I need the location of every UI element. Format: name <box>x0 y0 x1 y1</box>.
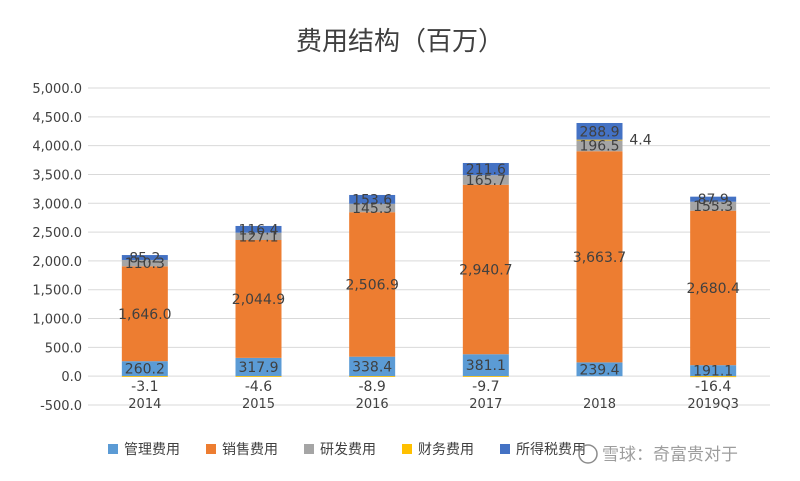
y-tick-label: 1,500.0 <box>32 284 82 299</box>
data-label: -8.9 <box>359 379 386 395</box>
y-tick-label: 2,000.0 <box>32 255 82 270</box>
data-label: -16.4 <box>695 379 731 395</box>
data-label: 260.2 <box>125 362 165 378</box>
data-label: 3,663.7 <box>573 250 626 266</box>
legend-label: 所得税费用 <box>516 441 586 458</box>
x-tick-label: 2018 <box>583 397 616 412</box>
data-label: 165.7 <box>466 173 506 189</box>
legend-swatch <box>402 444 412 454</box>
bar-segment <box>349 376 396 377</box>
data-label: 317.9 <box>238 360 278 376</box>
data-label: 116.4 <box>238 222 278 238</box>
x-axis: 2014 2015 2016 2017 2018 2019Q3 <box>128 397 739 412</box>
data-label: 153.6 <box>352 192 392 208</box>
bar-segment <box>235 232 282 240</box>
bar-segment <box>235 357 282 377</box>
y-axis: -500.0 0.0 500.0 1,000.0 1,500.0 2,000.0 2,500… <box>32 82 82 414</box>
legend-swatch <box>108 444 118 454</box>
data-label: 4.4 <box>629 133 651 149</box>
bar-segment <box>576 151 623 363</box>
bar-segment <box>235 376 282 377</box>
data-label: 196.5 <box>579 139 619 155</box>
bar-segment <box>462 184 509 355</box>
x-tick-label: 2017 <box>469 397 502 412</box>
watermark-text: 雪球：奇富贵对于 <box>602 445 738 465</box>
watermark: 雪球：奇富贵对于 <box>578 444 738 465</box>
x-tick-label: 2015 <box>242 397 275 412</box>
data-label: 127.1 <box>238 229 278 245</box>
bar-segment <box>235 239 282 358</box>
data-label: 1,646.0 <box>118 307 171 323</box>
chart-title: 费用结构（百万） <box>296 27 504 57</box>
y-tick-label: 3,000.0 <box>32 197 82 212</box>
bar-segment <box>121 255 168 260</box>
data-label: -9.7 <box>472 379 499 395</box>
y-tick-label: 0.0 <box>61 370 82 385</box>
data-label: 211.6 <box>466 162 506 178</box>
y-tick-label: 1,000.0 <box>32 313 82 328</box>
bar-segment <box>462 175 509 185</box>
bar-segment <box>121 376 168 377</box>
data-label: 110.3 <box>125 256 165 272</box>
data-label: 87.9 <box>698 192 729 208</box>
bar-segment <box>121 266 168 362</box>
legend: 管理费用 销售费用 研发费用 财务费用 所得税费用 <box>108 441 586 458</box>
data-label: 239.4 <box>579 362 619 378</box>
legend-swatch <box>304 444 314 454</box>
bar-segment <box>349 356 396 377</box>
legend-label: 管理费用 <box>124 442 180 458</box>
data-label: -3.1 <box>131 379 158 395</box>
legend-swatch <box>206 444 216 454</box>
legend-label: 财务费用 <box>418 442 474 458</box>
data-label: 288.9 <box>579 124 619 140</box>
bar-segment <box>235 225 282 233</box>
bar-segment <box>576 122 623 140</box>
data-label: -4.6 <box>245 379 272 395</box>
bars <box>121 122 737 378</box>
data-label: 2,506.9 <box>345 277 398 293</box>
bar-segment <box>462 354 509 377</box>
bar-segment <box>690 196 737 202</box>
data-label: 2,940.7 <box>459 262 512 278</box>
snowball-logo-icon <box>578 444 598 464</box>
y-tick-label: -500.0 <box>40 399 82 414</box>
data-label: 85.2 <box>129 251 160 267</box>
data-label: 2,044.9 <box>232 292 285 308</box>
legend-label: 销售费用 <box>222 442 278 458</box>
data-labels: 260.2 1,646.0 110.3 -3.1 85.2 317.9 2,044.9 127… <box>118 124 740 395</box>
y-tick-label: 500.0 <box>45 341 82 356</box>
data-label: 2,680.4 <box>686 281 740 297</box>
legend-label: 研发费用 <box>320 442 376 458</box>
y-tick-label: 3,500.0 <box>32 168 82 183</box>
y-tick-label: 2,500.0 <box>32 226 82 241</box>
bar-segment <box>690 376 737 378</box>
data-label: 145.3 <box>352 201 392 217</box>
bar-segment <box>349 203 396 213</box>
bar-segment <box>576 139 623 152</box>
bar-segment <box>462 376 509 377</box>
y-tick-label: 4,500.0 <box>32 111 82 126</box>
legend-swatch <box>500 444 510 454</box>
data-label: 381.1 <box>466 358 506 374</box>
bar-segment <box>349 194 396 204</box>
data-label: 191.1 <box>693 364 733 380</box>
bar-segment <box>690 210 737 366</box>
bar-segment <box>121 259 168 267</box>
data-label: 155.3 <box>693 199 733 215</box>
x-tick-label: 2019Q3 <box>687 397 739 412</box>
bar-segment <box>690 365 737 377</box>
bar-segment <box>121 361 168 377</box>
bar-segment <box>576 362 623 377</box>
bar-segment <box>690 201 737 211</box>
x-tick-label: 2014 <box>128 397 161 412</box>
bar-segment <box>576 139 623 141</box>
bar-segment <box>349 212 396 357</box>
y-tick-label: 4,000.0 <box>32 140 82 155</box>
gridlines <box>88 87 770 406</box>
x-tick-label: 2016 <box>356 397 389 412</box>
bar-segment <box>462 162 509 176</box>
data-label: 338.4 <box>352 359 392 375</box>
y-tick-label: 5,000.0 <box>32 82 82 97</box>
